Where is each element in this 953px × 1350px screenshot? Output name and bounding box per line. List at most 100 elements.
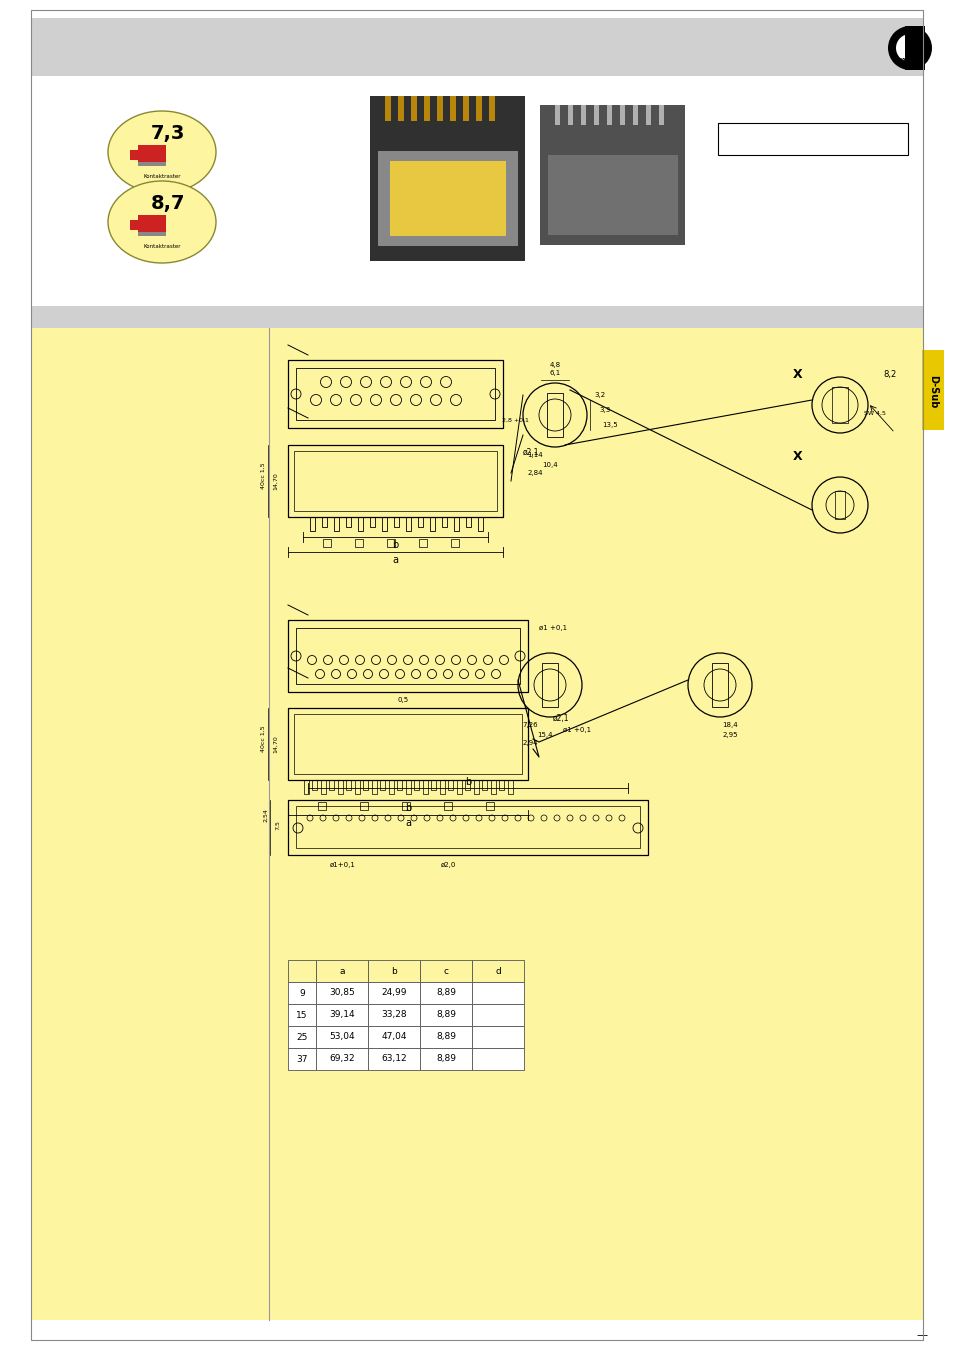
Text: 40cc 1,5: 40cc 1,5 <box>260 463 265 489</box>
Bar <box>288 981 315 1004</box>
Text: ø2,1: ø2,1 <box>522 448 539 458</box>
Circle shape <box>887 26 931 70</box>
Text: 4,8: 4,8 <box>549 362 560 369</box>
Bar <box>370 96 524 261</box>
Bar <box>472 1026 523 1048</box>
Bar <box>921 350 943 431</box>
Text: ø1 +0,1: ø1 +0,1 <box>538 625 566 630</box>
Text: b: b <box>392 540 398 549</box>
Text: 8,89: 8,89 <box>436 1033 456 1041</box>
Bar <box>406 517 411 531</box>
Bar <box>507 780 513 794</box>
Text: 8,89: 8,89 <box>436 1011 456 1019</box>
Text: 2,8 +0,1: 2,8 +0,1 <box>501 417 528 423</box>
Bar <box>138 232 166 236</box>
Bar <box>389 780 394 794</box>
Text: 8,89: 8,89 <box>436 1054 456 1064</box>
Text: 1,14: 1,14 <box>527 452 542 458</box>
Bar <box>396 780 401 790</box>
Text: D-Sub: D-Sub <box>927 375 937 409</box>
Bar <box>295 806 639 848</box>
Text: 39,14: 39,14 <box>329 1011 355 1019</box>
Bar <box>315 1004 368 1026</box>
Bar <box>385 96 391 122</box>
Bar <box>355 780 359 794</box>
Bar <box>312 780 316 790</box>
Text: 7,26: 7,26 <box>521 722 537 728</box>
Bar <box>472 981 523 1004</box>
Bar <box>498 780 503 790</box>
Bar <box>419 960 472 981</box>
Bar <box>323 539 331 547</box>
Text: 14,70: 14,70 <box>274 736 278 753</box>
Text: HARTING: HARTING <box>895 58 927 63</box>
Bar <box>454 517 458 531</box>
Bar <box>381 517 387 531</box>
Text: ø1 +0,1: ø1 +0,1 <box>562 728 591 733</box>
Text: 8,89: 8,89 <box>436 988 456 998</box>
Text: b: b <box>391 967 396 976</box>
Text: Kontaktraster: Kontaktraster <box>143 243 180 248</box>
Text: c: c <box>443 967 448 976</box>
Text: SW 4,5: SW 4,5 <box>863 410 885 416</box>
Text: b: b <box>464 778 471 787</box>
Bar <box>472 1048 523 1071</box>
Bar <box>555 105 559 126</box>
Text: 9: 9 <box>299 988 305 998</box>
Bar <box>288 707 527 780</box>
Bar <box>711 663 727 707</box>
Ellipse shape <box>108 111 215 193</box>
Text: 25: 25 <box>296 1033 308 1041</box>
Bar <box>288 960 315 981</box>
Text: X: X <box>792 451 802 463</box>
Text: 15,4: 15,4 <box>537 732 552 738</box>
Bar <box>439 780 444 794</box>
Bar <box>320 780 326 794</box>
Bar <box>834 491 844 518</box>
Text: 2,95: 2,95 <box>721 732 737 738</box>
Bar <box>417 517 422 526</box>
Bar <box>295 628 519 684</box>
Text: Kontaktraster: Kontaktraster <box>143 174 180 178</box>
Text: d: d <box>495 967 500 976</box>
Text: 15: 15 <box>296 1011 308 1019</box>
Text: 18,4: 18,4 <box>721 722 737 728</box>
Bar <box>130 150 138 161</box>
Bar <box>422 780 428 794</box>
Text: 8,2: 8,2 <box>882 370 896 379</box>
Bar <box>448 780 453 790</box>
Text: ø2,1: ø2,1 <box>553 714 569 722</box>
Bar <box>474 780 478 794</box>
Text: 2,94: 2,94 <box>521 740 537 747</box>
Bar <box>370 517 375 526</box>
Bar <box>718 123 907 155</box>
Bar <box>357 517 363 531</box>
Text: 8,7: 8,7 <box>151 193 185 212</box>
Text: ø1+0,1: ø1+0,1 <box>330 863 355 868</box>
Bar <box>904 26 924 70</box>
Bar <box>317 802 326 810</box>
Text: 53,04: 53,04 <box>329 1033 355 1041</box>
Text: 7,5: 7,5 <box>275 819 280 830</box>
Bar <box>394 517 398 526</box>
Circle shape <box>895 34 923 62</box>
Bar <box>130 220 138 230</box>
Bar <box>329 780 334 790</box>
Bar <box>304 780 309 794</box>
Text: 10,4: 10,4 <box>541 462 558 468</box>
Bar <box>443 802 452 810</box>
Bar <box>322 517 327 526</box>
Text: —: — <box>916 1330 926 1341</box>
Bar <box>419 981 472 1004</box>
Bar <box>32 328 923 1320</box>
Text: 13,5: 13,5 <box>601 423 618 428</box>
Bar <box>431 780 436 790</box>
Bar <box>476 96 481 122</box>
Bar <box>288 620 527 693</box>
Bar <box>419 1004 472 1026</box>
Bar <box>288 1004 315 1026</box>
Bar <box>472 1004 523 1026</box>
Bar <box>411 96 416 122</box>
Text: 3,3: 3,3 <box>598 406 610 413</box>
Text: a: a <box>339 967 344 976</box>
